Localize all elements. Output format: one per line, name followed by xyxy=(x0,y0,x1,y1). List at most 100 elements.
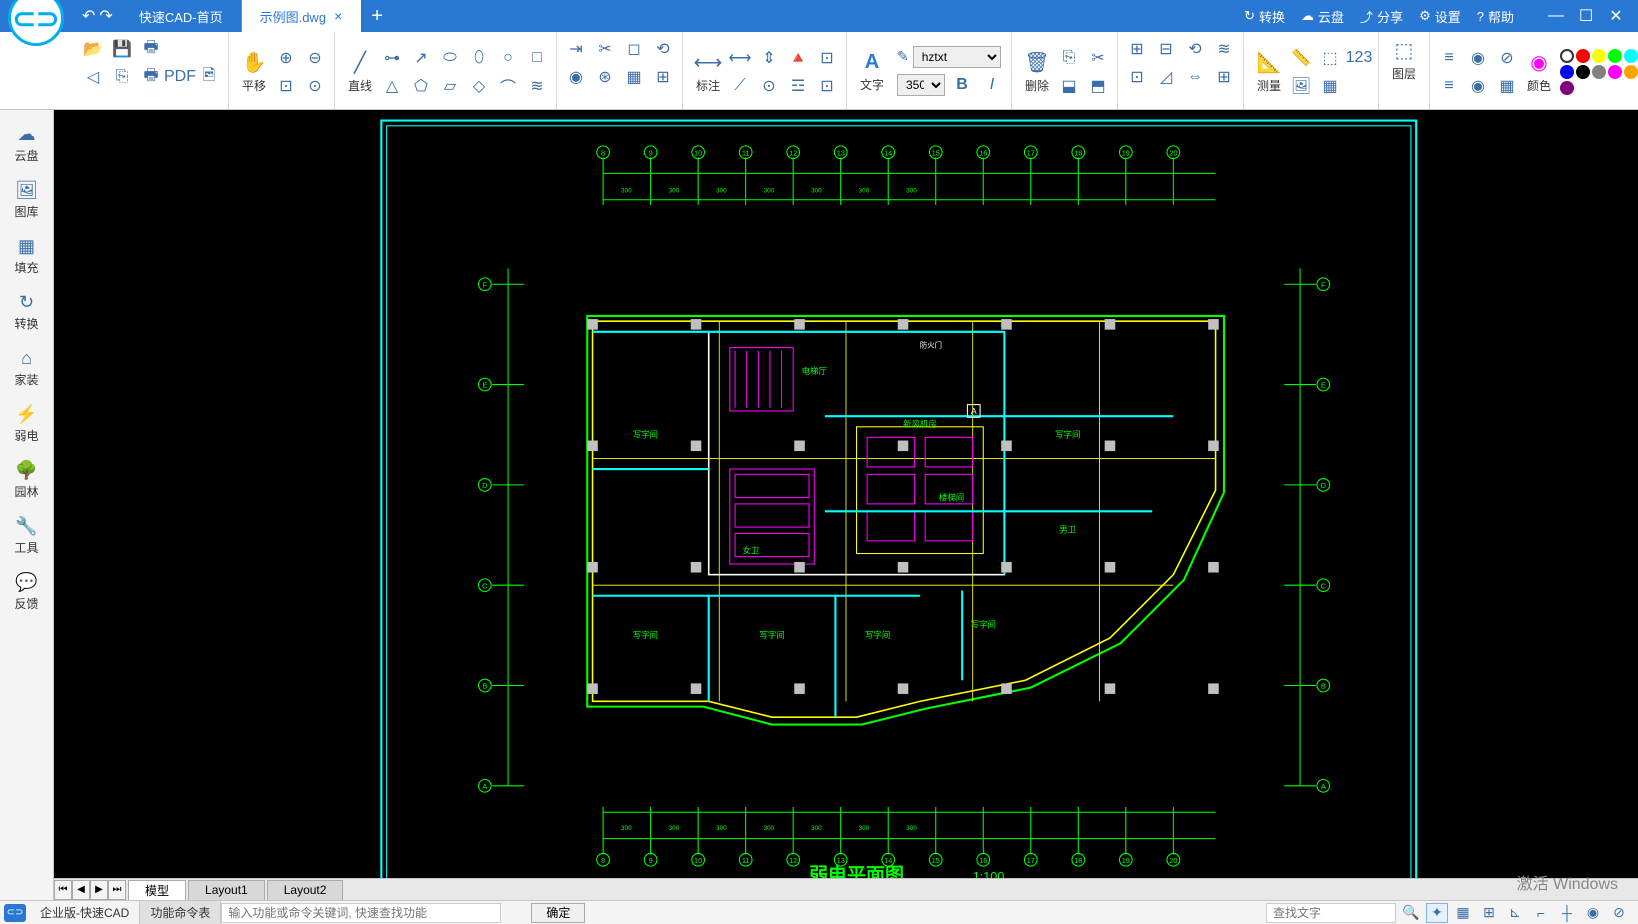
color-swatch[interactable] xyxy=(1576,49,1590,63)
layout-tab[interactable]: Layout1 xyxy=(188,880,265,900)
osnap-button[interactable]: ┼ xyxy=(1556,903,1578,923)
fontsize-select[interactable]: 350 xyxy=(897,74,945,96)
tool-icon[interactable]: ✂ xyxy=(1085,45,1111,71)
tool-icon[interactable]: ⊟ xyxy=(1153,36,1179,62)
tool-icon[interactable]: ⊕ xyxy=(273,45,299,71)
tool-icon[interactable]: ⊶ xyxy=(379,45,405,71)
color-swatch[interactable] xyxy=(1576,65,1590,79)
tool-icon[interactable]: ⊡ xyxy=(1124,64,1150,90)
tool-icon[interactable]: ◉ xyxy=(563,64,589,90)
layout-first-button[interactable]: ⏮ xyxy=(54,880,72,900)
tool-icon[interactable]: ⇥ xyxy=(563,36,589,62)
tool-icon[interactable]: △ xyxy=(379,73,405,99)
color-swatch[interactable] xyxy=(1624,49,1638,63)
tool-icon[interactable]: 📏 xyxy=(1288,45,1314,71)
tool-icon[interactable]: ◻ xyxy=(621,36,647,62)
tool-icon[interactable]: ⊙ xyxy=(302,73,328,99)
tool-icon[interactable]: 🔺 xyxy=(785,45,811,71)
设置-button[interactable]: ⚙设置 xyxy=(1419,7,1461,26)
text-button[interactable]: A文字 xyxy=(853,49,891,95)
tool-icon[interactable]: ≡ xyxy=(1436,45,1462,71)
nav-forward-icon[interactable]: ↷ xyxy=(99,6,112,26)
sidebar-item-转换[interactable]: ↻转换 xyxy=(4,286,50,338)
tool-icon[interactable]: ⇕ xyxy=(756,45,782,71)
tool-icon[interactable]: ⊞ xyxy=(650,64,676,90)
color-swatch[interactable] xyxy=(1608,65,1622,79)
tool-icon[interactable]: □ xyxy=(524,45,550,71)
tool-icon[interactable]: ⊖ xyxy=(302,45,328,71)
tool-icon[interactable]: 🖶 xyxy=(138,36,164,62)
layer-button[interactable]: ⬚图层 xyxy=(1385,36,1423,84)
tool-icon[interactable]: ⇔ xyxy=(1182,64,1208,90)
tool-icon[interactable]: ⟷ xyxy=(727,45,753,71)
document-tab[interactable]: 示例图.dwg× xyxy=(242,0,362,32)
tool-icon[interactable]: ◇ xyxy=(466,73,492,99)
color-button[interactable]: ◉颜色 xyxy=(1520,48,1558,96)
pan-button[interactable]: ✋平移 xyxy=(235,48,273,96)
line-button[interactable]: ╱直线 xyxy=(341,48,379,96)
layout-tab[interactable]: 模型 xyxy=(128,880,186,900)
layout-next-button[interactable]: ▶ xyxy=(90,880,108,900)
sidebar-item-填充[interactable]: ▦填充 xyxy=(4,230,50,282)
tool-icon[interactable]: ⊙ xyxy=(756,73,782,99)
tool-icon[interactable]: ⟋ xyxy=(727,73,753,99)
tool-icon[interactable]: ≡ xyxy=(1436,73,1462,99)
tool-icon[interactable]: ≋ xyxy=(524,73,550,99)
转换-button[interactable]: ↻转换 xyxy=(1244,7,1285,26)
minimize-button[interactable]: — xyxy=(1542,4,1570,28)
tool-icon[interactable]: ⌒ xyxy=(495,73,521,99)
layout-prev-button[interactable]: ◀ xyxy=(72,880,90,900)
tool-icon[interactable]: ⊡ xyxy=(273,73,299,99)
grid-button[interactable]: ▦ xyxy=(1452,903,1474,923)
color-swatch[interactable] xyxy=(1560,65,1574,79)
command-input[interactable] xyxy=(221,903,501,923)
tool-icon[interactable]: ⬭ xyxy=(437,45,463,71)
search-button[interactable]: 🔍 xyxy=(1400,903,1422,923)
tool-icon[interactable]: 🖼 xyxy=(1288,73,1314,99)
cmd-table-button[interactable]: 功能命令表 xyxy=(140,901,221,924)
color-swatch[interactable] xyxy=(1560,81,1574,95)
tool-icon[interactable]: ✂ xyxy=(592,36,618,62)
close-button[interactable]: ✕ xyxy=(1602,4,1630,28)
tool-icon[interactable]: ⊞ xyxy=(1124,36,1150,62)
tool-icon[interactable]: ⊛ xyxy=(592,64,618,90)
tool-icon[interactable]: ◉ xyxy=(1465,45,1491,71)
tool-icon[interactable]: 🖶 xyxy=(138,64,164,90)
ok-button[interactable]: 确定 xyxy=(531,903,585,923)
sidebar-item-反馈[interactable]: 💬反馈 xyxy=(4,566,50,618)
layout-last-button[interactable]: ⏭ xyxy=(108,880,126,900)
color-swatch[interactable] xyxy=(1560,49,1574,63)
sidebar-item-家装[interactable]: ⌂家装 xyxy=(4,342,50,394)
tool-icon[interactable]: ⊡ xyxy=(814,73,840,99)
ortho-button[interactable]: ⊾ xyxy=(1504,903,1526,923)
color-swatch[interactable] xyxy=(1592,65,1606,79)
tool-icon[interactable]: 💾 xyxy=(109,36,135,62)
tool-icon[interactable]: ⊡ xyxy=(814,45,840,71)
nav-back-icon[interactable]: ↶ xyxy=(82,6,95,26)
tool-icon[interactable]: ☲ xyxy=(785,73,811,99)
sidebar-item-园林[interactable]: 🌳园林 xyxy=(4,454,50,506)
sidebar-item-云盘[interactable]: ☁云盘 xyxy=(4,118,50,170)
color-swatch[interactable] xyxy=(1608,49,1622,63)
tool-icon[interactable]: ○ xyxy=(495,45,521,71)
tool-icon[interactable]: ⎘ xyxy=(109,64,135,90)
tool-icon[interactable]: 123 xyxy=(1346,45,1372,71)
italic-button[interactable]: I xyxy=(979,72,1005,98)
分享-button[interactable]: ⤴分享 xyxy=(1360,7,1403,26)
link-icon[interactable]: ⊘ xyxy=(1608,903,1630,923)
color-wheel-icon[interactable]: ◉ xyxy=(1582,903,1604,923)
tool-icon[interactable]: ▦ xyxy=(1317,73,1343,99)
帮助-button[interactable]: ?帮助 xyxy=(1477,7,1514,26)
tool-icon[interactable]: ⊞ xyxy=(1211,64,1237,90)
grid2-button[interactable]: ⊞ xyxy=(1478,903,1500,923)
tool-icon[interactable]: ⊘ xyxy=(1494,45,1520,71)
layout-tab[interactable]: Layout2 xyxy=(267,880,344,900)
云盘-button[interactable]: ☁云盘 xyxy=(1301,7,1344,26)
tool-icon[interactable]: ⎘ xyxy=(1056,45,1082,71)
tool-icon[interactable]: ⬓ xyxy=(1056,73,1082,99)
tool-icon[interactable]: 🖻 xyxy=(196,64,222,90)
sidebar-item-图库[interactable]: 🖼图库 xyxy=(4,174,50,226)
tool-icon[interactable]: ↗ xyxy=(408,45,434,71)
tool-icon[interactable]: 📂 xyxy=(80,36,106,62)
tool-icon[interactable]: ⬚ xyxy=(1317,45,1343,71)
